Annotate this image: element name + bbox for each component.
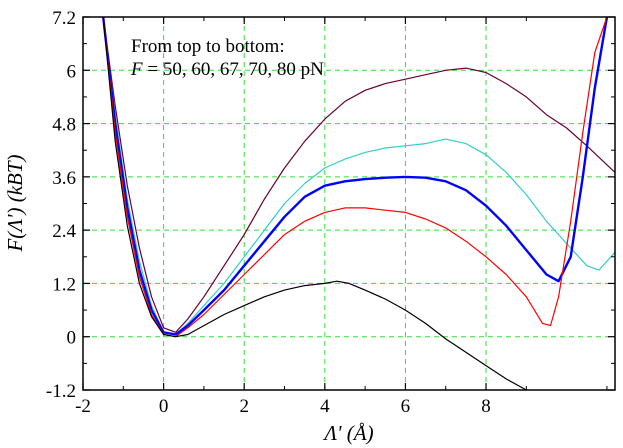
series-line-3 (102, 17, 609, 336)
x-tick-label: 2 (239, 396, 249, 417)
tick-labels: -2 0 2 4 6 8 -1.2 0 1.2 2.4 3.6 4.8 6 7.2 (46, 8, 491, 417)
x-tick-label: 6 (401, 396, 411, 417)
axis-ticks (82, 16, 615, 391)
series-line-1 (102, 17, 615, 333)
annotation-line-1: From top to bottom: (131, 36, 285, 57)
y-tick-label: 6 (67, 61, 77, 82)
y-axis-title: F(Λ') (kBT) (3, 154, 27, 252)
y-tick-label: 3.6 (52, 168, 76, 189)
y-tick-label: 2.4 (52, 221, 76, 242)
y-tick-label: 4.8 (52, 115, 76, 136)
x-tick-label: -2 (75, 396, 91, 417)
series-line-5 (102, 17, 528, 390)
x-tick-label: 4 (320, 396, 330, 417)
annotation-force-values: = 50, 60, 67, 70, 80 pN (143, 59, 324, 80)
y-tick-label: -1.2 (46, 381, 76, 402)
annotation-force-symbol: F (130, 59, 143, 80)
annotation-line-2: F = 50, 60, 67, 70, 80 pN (130, 59, 324, 80)
y-tick-label: 7.2 (52, 8, 76, 29)
y-tick-label: 0 (67, 328, 77, 349)
series-group (102, 17, 615, 390)
y-tick-label: 1.2 (52, 274, 76, 295)
x-tick-label: 8 (481, 396, 491, 417)
x-tick-label: 0 (159, 396, 169, 417)
x-axis-title: Λ' (Å) (322, 421, 373, 445)
